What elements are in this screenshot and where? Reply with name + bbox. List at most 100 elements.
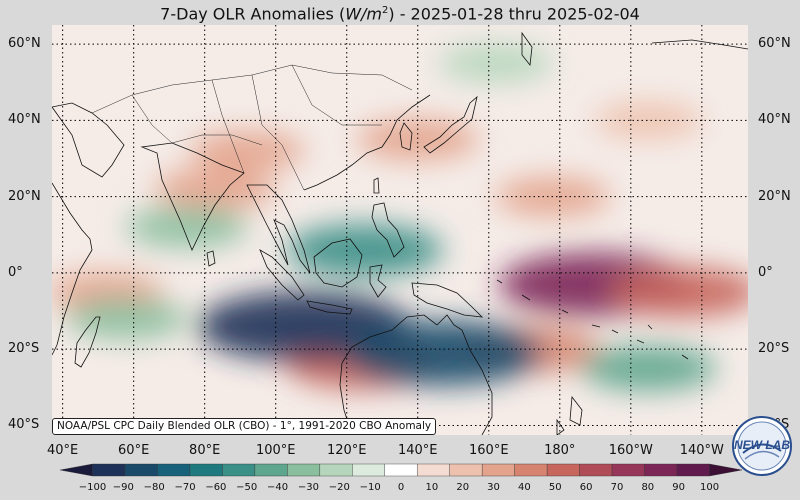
coastline-java <box>306 300 353 315</box>
colorbar-segment <box>319 463 353 477</box>
anomaly-region-11 <box>285 223 443 277</box>
coastline-pacific-islands <box>496 279 689 360</box>
colorbar-tick-label: 80 <box>641 482 655 493</box>
colorbar-segment <box>546 463 580 477</box>
longitude-label: 100°E <box>255 443 296 458</box>
longitude-label: 60°E <box>118 443 150 458</box>
anomaly-region-13 <box>65 298 188 340</box>
anomaly-region-1 <box>154 168 277 210</box>
coastline-china <box>303 94 431 191</box>
longitude-label: 120°E <box>326 443 367 458</box>
coastline-africa <box>52 182 93 356</box>
colorbar-segment <box>384 463 418 477</box>
latitude-label: 0° <box>8 264 23 280</box>
colorbar <box>59 462 743 477</box>
longitude-label: 140°W <box>679 443 724 458</box>
country-borders <box>91 64 413 191</box>
latitude-label: 60°N <box>8 36 41 52</box>
coastline-arabia <box>52 102 125 178</box>
latitude-label: 60°N <box>758 36 791 52</box>
colorbar-tick-label: −60 <box>205 482 227 493</box>
colorbar-tick-label: −40 <box>267 482 289 493</box>
border-lines <box>91 64 413 191</box>
colorbar-tick-label: 40 <box>518 482 531 493</box>
colorbar-segment <box>59 463 93 477</box>
coastline-borneo <box>313 238 363 288</box>
title-unit: W/m <box>345 4 382 24</box>
coastline-sri-lanka <box>206 250 216 267</box>
colorbar-segment <box>676 463 710 477</box>
colorbar-segment <box>611 463 645 477</box>
anomaly-region-10 <box>343 320 543 386</box>
anomaly-region-16 <box>594 101 703 139</box>
colorbar-segment <box>449 463 483 477</box>
colorbar-tick-label: 60 <box>579 482 593 493</box>
colorbar-tick-label: 30 <box>487 482 500 493</box>
longitude-label: 40°E <box>47 443 79 458</box>
colorbar-tick-label: 20 <box>456 482 470 493</box>
coastline-india <box>140 142 245 251</box>
colorbar-tick-label: −10 <box>359 482 381 493</box>
longitude-label: 180° <box>544 443 576 458</box>
colorbar-tick-label: 10 <box>425 482 439 493</box>
colorbar-segment <box>709 463 743 477</box>
colorbar-segment <box>189 463 223 477</box>
latitude-label: 20°S <box>758 341 790 357</box>
anomaly-map <box>52 25 748 435</box>
colorbar-tick-label: 50 <box>548 482 562 493</box>
latitude-label: 40°N <box>758 112 791 128</box>
coastline-sulawesi <box>369 264 387 298</box>
colorbar-segment <box>579 463 613 477</box>
colorbar-segment <box>124 463 158 477</box>
coastline-taiwan <box>373 177 380 194</box>
title-prefix: 7-Day OLR Anomalies ( <box>160 4 346 24</box>
logo-text: NEW LAB <box>734 438 790 452</box>
anomaly-map-canvas <box>52 25 748 435</box>
latitude-label: 40°S <box>8 417 40 433</box>
colorbar-tick-label: −50 <box>236 482 258 493</box>
colorbar-segment <box>254 463 288 477</box>
anomaly-region-0 <box>189 131 305 171</box>
coastline-madagascar <box>74 316 101 368</box>
colorbar-tick-label: −80 <box>143 482 165 493</box>
coastline-new-guinea <box>411 282 484 318</box>
latitude-label: 20°N <box>8 188 41 204</box>
nel-lab-logo: NEW LAB <box>731 415 793 477</box>
title-unit-exponent: 2 <box>381 5 389 16</box>
coastline-alaska <box>651 39 748 50</box>
anomaly-region-15 <box>438 43 554 83</box>
coastline-southeast-asia <box>246 184 311 274</box>
colorbar-tick-label: 70 <box>610 482 624 493</box>
colorbar-tick-label: −100 <box>78 482 107 493</box>
title-suffix: ) - 2025-01-28 thru 2025-02-04 <box>388 4 640 24</box>
longitude-label: 160°W <box>608 443 653 458</box>
colorbar-tick-label: −70 <box>174 482 196 493</box>
colorbar-tick-label: 100 <box>699 482 720 493</box>
colorbar-tick-label: −30 <box>297 482 319 493</box>
latitude-label: 40°N <box>8 112 41 128</box>
anomaly-region-12 <box>125 206 248 248</box>
colorbar-segment <box>222 463 256 477</box>
longitude-label: 160°E <box>469 443 509 458</box>
coastline-korea <box>399 122 413 151</box>
longitude-label: 80°E <box>189 443 221 458</box>
colorbar-segment <box>92 463 126 477</box>
colorbar-tick-label: 90 <box>672 482 686 493</box>
colorbar-segment <box>287 463 321 477</box>
coastline-japan <box>423 95 478 154</box>
coastline-kamchatka <box>521 31 533 67</box>
source-label: NOAA/PSL CPC Daily Blended OLR (CBO) - 1… <box>52 418 437 435</box>
coastline-philippines <box>371 202 405 258</box>
colorbar-segment <box>644 463 678 477</box>
anomaly-region-14 <box>580 345 717 392</box>
colorbar-segment <box>352 463 385 477</box>
colorbar-scale <box>59 463 743 477</box>
map-title: 7-Day OLR Anomalies (W/m2) - 2025-01-28 … <box>0 0 800 24</box>
colorbar-segment <box>481 463 515 477</box>
anomaly-region-5 <box>609 266 748 317</box>
latitude-label: 20°S <box>8 341 40 357</box>
latitude-label: 0° <box>758 264 773 280</box>
colorbar-tick-label: −20 <box>328 482 350 493</box>
anomaly-field <box>52 43 748 392</box>
colorbar-tick-label: −90 <box>112 482 134 493</box>
